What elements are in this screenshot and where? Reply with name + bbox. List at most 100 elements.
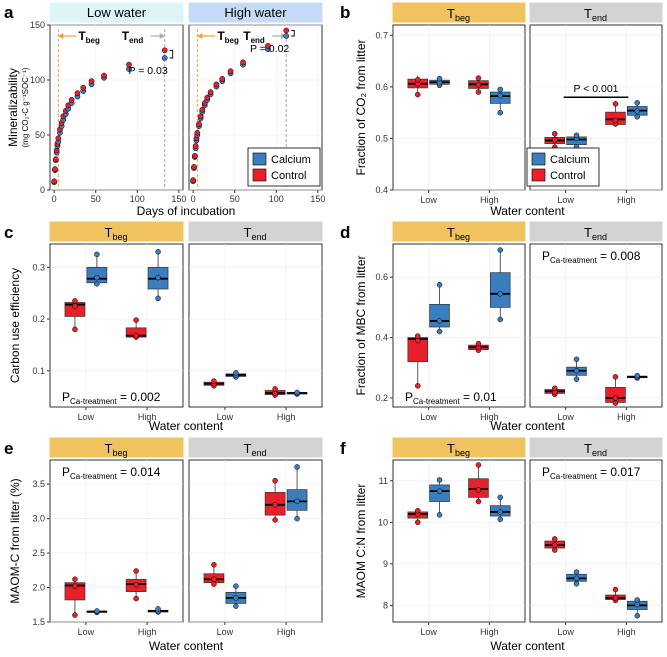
x-axis-title: Days of incubation xyxy=(137,204,236,218)
box-point xyxy=(294,515,300,522)
box-point xyxy=(155,274,161,281)
box-point xyxy=(552,131,558,137)
box-calcium xyxy=(490,247,511,323)
box-point xyxy=(634,601,640,608)
strip-label-sub: end xyxy=(251,232,266,242)
box-point xyxy=(612,586,619,593)
box-body xyxy=(490,272,511,308)
box-control xyxy=(468,75,489,95)
legend-calcium-swatch xyxy=(531,152,546,166)
box-point xyxy=(272,477,278,484)
x-tick-label: 0 xyxy=(191,194,196,204)
strip-label-main: T xyxy=(584,6,592,21)
facet-0-strip xyxy=(392,2,526,23)
box-point xyxy=(211,581,217,587)
tend-label: Tend xyxy=(243,29,265,45)
point-control xyxy=(126,61,132,68)
box-point xyxy=(233,603,239,609)
box-calcium xyxy=(626,100,648,120)
box-control xyxy=(407,333,429,389)
box-control xyxy=(605,101,626,127)
box-body xyxy=(64,582,86,601)
facet-1-strip xyxy=(529,221,663,242)
y-tick-label: 3.0 xyxy=(32,514,45,524)
y-tick-label: 50 xyxy=(35,130,45,140)
p-value-label-sub: Ca-treatment xyxy=(550,472,597,481)
y-axis-title: MAOM-C from litter (%) xyxy=(8,478,22,603)
box-point xyxy=(415,333,421,339)
y-tick-label: 0.1 xyxy=(32,366,45,376)
strip-label-sub: end xyxy=(592,448,607,458)
box-calcium xyxy=(626,597,648,619)
box-point xyxy=(497,109,503,116)
box-point xyxy=(72,326,78,333)
facet-b-1: Tend Low High P < 0.001 Calcium Control xyxy=(526,2,663,205)
x-axis-title: Water content xyxy=(149,419,224,433)
strip-label-sub: beg xyxy=(112,232,127,242)
point-control xyxy=(194,129,201,136)
strip-label: Tend xyxy=(584,441,607,458)
strip-label-sub: end xyxy=(251,448,266,458)
box-control xyxy=(544,385,565,398)
box-point xyxy=(497,86,503,93)
strip-label-main: T xyxy=(584,441,592,456)
box-point xyxy=(634,108,640,114)
x-tick-label: 50 xyxy=(230,194,240,204)
point-control xyxy=(74,90,81,97)
box-point xyxy=(612,395,619,401)
box-point xyxy=(294,464,300,470)
box-point xyxy=(552,547,558,553)
facet-e-1: Tend Low High xyxy=(188,437,323,637)
facet-0-frame xyxy=(392,24,526,191)
x-tick-label: High xyxy=(480,412,499,422)
tend-label-sub: end xyxy=(251,36,265,45)
box-point xyxy=(155,606,161,612)
point-control xyxy=(52,156,59,163)
facet-0-strip xyxy=(49,2,184,23)
y-tick-label: 0.2 xyxy=(375,393,388,403)
box-calcium xyxy=(147,606,169,615)
y-tick-label: 1.5 xyxy=(32,617,45,627)
box-point xyxy=(211,576,217,583)
facet-b-0: Tbeg Low High xyxy=(392,2,526,205)
box-point xyxy=(573,356,580,363)
box-control xyxy=(125,317,147,340)
box-point xyxy=(612,101,619,107)
x-tick-label: Low xyxy=(557,627,574,637)
p-value-label: P = 0.02 xyxy=(250,43,289,55)
legend-calcium-label: Calcium xyxy=(271,154,311,166)
y-tick-label: 0.7 xyxy=(375,30,388,40)
strip-label: Tend xyxy=(244,441,267,458)
box-calcium xyxy=(566,132,587,150)
strip-label-main: T xyxy=(447,6,455,21)
box-calcium xyxy=(286,389,308,397)
box-control xyxy=(407,507,429,526)
x-tick-label: High xyxy=(277,412,296,422)
point-control xyxy=(190,177,197,183)
point-control xyxy=(161,47,168,54)
box-control xyxy=(203,562,225,587)
tend-label-sub: end xyxy=(129,36,143,45)
facet-0-strip xyxy=(49,437,184,458)
box-point xyxy=(133,595,139,602)
box-point xyxy=(612,400,619,406)
box-point xyxy=(552,542,558,548)
p-value-label: PCa-treatment = 0.014 xyxy=(62,465,161,481)
legend-calcium-swatch xyxy=(252,152,267,166)
box-point xyxy=(436,477,443,483)
strip-label-sub: beg xyxy=(455,232,470,242)
x-tick-label: Low xyxy=(420,412,437,422)
strip-label-sub: end xyxy=(592,232,607,242)
box-calcium xyxy=(225,583,247,609)
p-value-label-rest: = 0.01 xyxy=(460,390,497,404)
facet-1-strip xyxy=(188,221,323,242)
x-tick-label: High xyxy=(617,195,636,205)
p-value-label: P < 0.001 xyxy=(573,83,618,95)
x-tick-label: Low xyxy=(78,412,95,422)
box-point xyxy=(415,519,421,526)
facet-0-frame xyxy=(392,243,526,408)
y-tick-label: 0.4 xyxy=(375,333,388,343)
box-point xyxy=(612,374,619,380)
box-point xyxy=(573,569,580,575)
